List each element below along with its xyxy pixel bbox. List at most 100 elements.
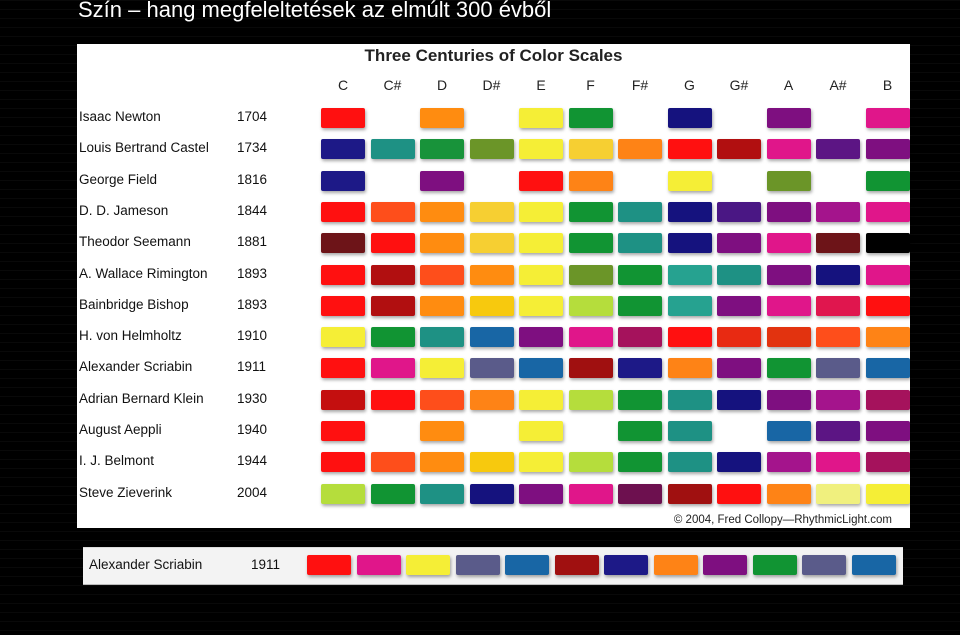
color-swatch: [618, 452, 662, 473]
color-swatch: [519, 389, 563, 410]
color-swatch: [865, 327, 910, 348]
color-swatch: [420, 389, 464, 410]
row-year: 1881: [237, 234, 268, 250]
color-swatch: [370, 483, 415, 504]
color-swatch: [865, 452, 910, 473]
color-swatch: [816, 358, 860, 379]
note-header: G#: [729, 77, 749, 93]
color-swatch: [618, 201, 662, 222]
color-swatch: [307, 555, 351, 575]
note-header: C: [337, 77, 349, 93]
color-swatch: [816, 327, 860, 348]
color-swatch: [321, 139, 365, 160]
color-swatch: [865, 139, 910, 160]
row-name: Isaac Newton: [79, 109, 161, 124]
color-swatch: [420, 295, 464, 316]
color-swatch: [519, 483, 563, 504]
scriabin-highlight-strip: Alexander Scriabin 1911: [83, 547, 903, 585]
color-swatch: [667, 327, 712, 348]
color-swatch: [420, 108, 464, 128]
color-swatch: [568, 201, 613, 222]
color-swatch: [519, 264, 563, 285]
row-name: A. Wallace Rimington: [79, 265, 208, 281]
color-swatch: [816, 264, 860, 285]
color-swatch: [321, 452, 365, 473]
color-swatch: [370, 295, 415, 316]
color-swatch: [469, 327, 514, 348]
color-swatch: [865, 358, 910, 379]
color-swatch: [519, 452, 563, 473]
row-year: 1911: [237, 359, 267, 375]
row-name: D. D. Jameson: [79, 202, 169, 218]
note-header: F: [586, 77, 595, 93]
row-name: George Field: [79, 171, 158, 187]
color-scales-chart: Three Centuries of Color Scales © 2004, …: [77, 44, 910, 528]
color-swatch: [519, 139, 563, 160]
color-swatch: [717, 295, 761, 316]
color-swatch: [717, 452, 761, 473]
color-swatch: [816, 201, 860, 222]
color-swatch: [321, 233, 365, 254]
row-name: Theodor Seemann: [79, 234, 191, 250]
color-swatch: [469, 483, 514, 504]
note-header: C#: [383, 77, 402, 93]
color-swatch: [321, 327, 365, 348]
color-swatch: [420, 170, 464, 191]
color-swatch: [519, 201, 563, 222]
color-swatch: [667, 264, 712, 285]
color-swatch: [618, 358, 662, 379]
color-swatch: [752, 555, 797, 575]
color-swatch: [321, 421, 365, 441]
color-swatch: [865, 170, 910, 191]
color-swatch: [420, 233, 464, 254]
row-year: 2004: [237, 484, 268, 500]
note-header: F#: [631, 77, 649, 93]
color-swatch: [604, 555, 648, 575]
color-swatch: [766, 327, 811, 348]
color-swatch: [370, 452, 415, 473]
color-swatch: [370, 327, 415, 348]
color-swatch: [321, 264, 365, 285]
row-year: 1704: [237, 109, 268, 124]
row-name: Adrian Bernard Klein: [79, 390, 204, 406]
color-swatch: [667, 358, 712, 379]
color-swatch: [667, 201, 712, 222]
color-swatch: [455, 555, 500, 575]
color-swatch: [519, 358, 563, 379]
color-swatch: [420, 264, 464, 285]
color-swatch: [865, 295, 910, 316]
color-swatch: [766, 452, 811, 473]
color-swatch: [469, 139, 514, 160]
color-swatch: [356, 555, 401, 575]
color-swatch: [618, 483, 662, 504]
color-swatch: [618, 139, 662, 160]
color-swatch: [816, 452, 860, 473]
row-name: Alexander Scriabin: [79, 359, 193, 375]
color-swatch: [469, 201, 514, 222]
color-swatch: [667, 389, 712, 410]
row-name: August Aeppli: [79, 422, 162, 437]
color-swatch: [816, 139, 860, 160]
color-swatch: [618, 233, 662, 254]
color-swatch: [519, 170, 563, 191]
color-swatch: [519, 327, 563, 348]
color-swatch: [321, 201, 365, 222]
row-year: 1893: [237, 296, 268, 312]
color-swatch: [667, 421, 712, 441]
color-swatch: [420, 483, 464, 504]
color-swatch: [717, 233, 761, 254]
color-swatch: [766, 295, 811, 316]
note-header: G: [684, 77, 695, 93]
color-swatch: [505, 555, 549, 575]
color-swatch: [667, 483, 712, 504]
color-swatch: [865, 264, 910, 285]
color-swatch: [766, 264, 811, 285]
color-swatch: [568, 483, 613, 504]
color-swatch: [667, 452, 712, 473]
color-swatch: [865, 389, 910, 410]
color-swatch: [420, 452, 464, 473]
color-swatch: [519, 108, 563, 128]
color-swatch: [816, 483, 860, 504]
color-swatch: [568, 139, 613, 160]
color-swatch: [667, 233, 712, 254]
